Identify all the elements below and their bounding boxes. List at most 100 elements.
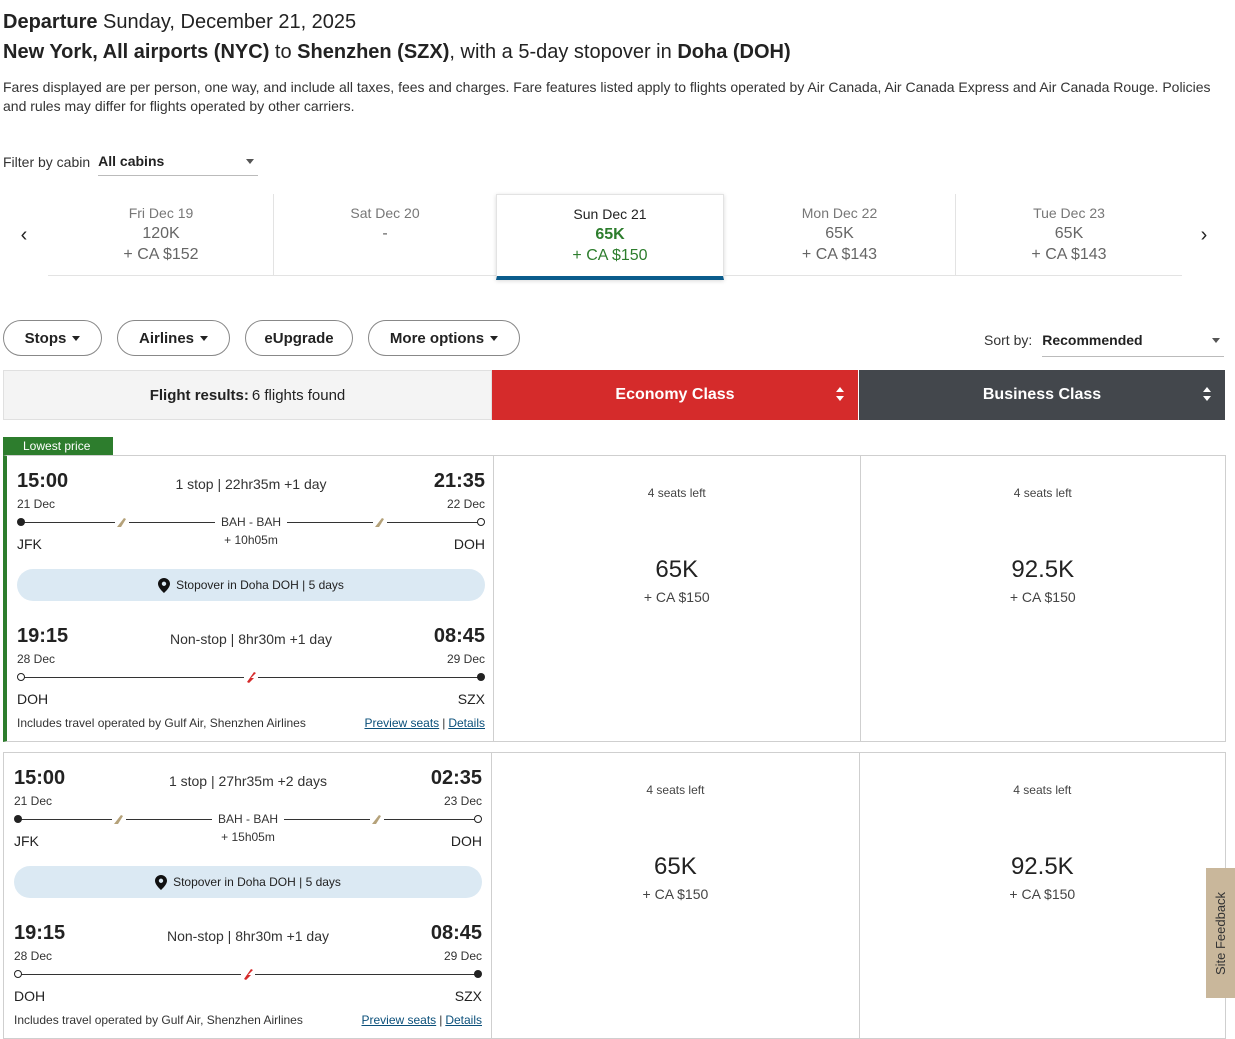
departure-date: 21 Dec — [17, 497, 56, 511]
fare-points: 65K — [654, 853, 697, 880]
sort-icon — [1203, 387, 1211, 403]
stops-filter-button[interactable]: Stops — [3, 320, 102, 356]
departure-airport: JFK — [14, 833, 39, 849]
origin-dot — [14, 970, 22, 978]
departure-label: Departure — [3, 11, 98, 33]
stopover-text: Stopover in Doha DOH | 5 days — [173, 875, 341, 889]
economy-fare-cell[interactable]: 4 seats left 65K + CA $150 — [492, 753, 858, 1038]
next-dates-button[interactable]: › — [1200, 224, 1208, 246]
date-cell[interactable]: Fri Dec 19 120K + CA $152 — [48, 194, 274, 276]
stopover-banner: Stopover in Doha DOH | 5 days — [14, 866, 482, 898]
departure-airport: JFK — [17, 536, 42, 552]
fare-cash: + CA $150 — [1009, 886, 1076, 902]
chevron-down-icon — [72, 335, 81, 341]
business-class-label: Business Class — [982, 386, 1102, 403]
date-name: Tue Dec 23 — [1033, 205, 1105, 221]
more-options-label: More options — [389, 329, 485, 347]
business-fare-cell[interactable]: 4 seats left 92.5K + CA $150 — [859, 456, 1226, 741]
seats-left: 4 seats left — [1013, 783, 1072, 797]
economy-class-header[interactable]: Economy Class — [492, 370, 858, 420]
more-options-button[interactable]: More options — [368, 320, 520, 356]
stops-label: Stops — [24, 329, 67, 347]
arrival-date: 29 Dec — [446, 652, 485, 666]
results-count-value: 6 flights found — [251, 386, 346, 404]
date-divider — [273, 194, 274, 276]
outbound-segment: 15:00 21 Dec 1 stop | 22hr35m +1 day 21:… — [17, 470, 485, 552]
details-link[interactable]: Details — [445, 1013, 482, 1027]
date-cell[interactable]: Tue Dec 23 65K + CA $143 — [956, 194, 1182, 276]
airlines-filter-button[interactable]: Airlines — [117, 320, 230, 356]
eupgrade-label: eUpgrade — [264, 329, 334, 347]
date-cell[interactable]: Mon Dec 22 65K + CA $143 — [724, 194, 955, 276]
flight-card: 15:00 21 Dec 1 stop | 27hr35m +2 days 02… — [3, 752, 1226, 1039]
stopover-city: Doha (DOH) — [677, 41, 791, 63]
sort-select[interactable]: Recommended — [1042, 330, 1225, 357]
airlines-label: Airlines — [138, 329, 195, 347]
sort-value: Recommended — [1042, 332, 1143, 348]
flight-summary: Non-stop | 8hr30m +1 day — [166, 928, 329, 944]
link-separator: | — [442, 716, 446, 730]
departure-time: 19:15 — [17, 625, 69, 647]
flight-summary: 1 stop | 22hr35m +1 day — [175, 476, 327, 492]
departure-date: 21 Dec — [14, 794, 53, 808]
details-link[interactable]: Details — [448, 716, 485, 730]
gulf-air-logo-icon — [370, 812, 384, 826]
arrival-time: 08:45 — [430, 922, 482, 944]
gulf-air-logo-icon — [373, 515, 387, 529]
prev-dates-button[interactable]: ‹ — [20, 224, 28, 246]
card-footer: Includes travel operated by Gulf Air, Sh… — [17, 716, 485, 730]
seats-left: 4 seats left — [646, 783, 705, 797]
departure-airport: DOH — [14, 988, 46, 1004]
origin-dot — [17, 673, 25, 681]
chevron-down-icon — [246, 158, 255, 164]
shenzhen-airlines-logo-icon — [241, 967, 255, 981]
origin: New York, All airports (NYC) — [3, 41, 270, 63]
business-class-header[interactable]: Business Class — [859, 370, 1225, 420]
date-cash: + CA $143 — [1031, 246, 1107, 263]
operated-by-text: Includes travel operated by Gulf Air, Sh… — [17, 716, 306, 730]
cabin-filter-select[interactable]: All cabins — [98, 153, 259, 176]
layover-airports: BAH - BAH — [17, 515, 485, 529]
arrival-time: 21:35 — [433, 470, 485, 492]
departure-time: 15:00 — [14, 767, 66, 789]
flight-summary: Non-stop | 8hr30m +1 day — [169, 631, 332, 647]
arrival-airport: SZX — [454, 988, 482, 1004]
origin-dot — [17, 518, 25, 526]
destination-dot — [474, 815, 482, 823]
site-feedback-tab[interactable]: Site Feedback — [1206, 868, 1235, 998]
arrival-airport: DOH — [453, 536, 485, 552]
results-count: Flight results: 6 flights found — [3, 370, 492, 420]
stopover-text: , with a 5-day stopover in — [449, 41, 672, 63]
destination-dot — [477, 518, 485, 526]
arrival-time: 08:45 — [433, 625, 485, 647]
cabin-filter-value: All cabins — [98, 153, 165, 169]
business-fare-cell[interactable]: 4 seats left 92.5K + CA $150 — [858, 753, 1225, 1038]
economy-fare-cell[interactable]: 4 seats left 65K + CA $150 — [494, 456, 860, 741]
route-line: New York, All airports (NYC) to Shenzhen… — [3, 38, 1228, 66]
eupgrade-filter-button[interactable]: eUpgrade — [245, 320, 353, 356]
date-name: Sat Dec 20 — [350, 205, 420, 221]
fare-cash: + CA $150 — [642, 886, 709, 902]
link-separator: | — [439, 1013, 443, 1027]
date-points: 65K — [595, 226, 625, 243]
layover-airports: BAH - BAH — [14, 812, 482, 826]
arrival-time: 02:35 — [430, 767, 482, 789]
chevron-down-icon — [490, 335, 499, 341]
card-links: Preview seats | Details — [361, 1013, 482, 1027]
arrival-date: 29 Dec — [443, 949, 482, 963]
preview-seats-link[interactable]: Preview seats — [361, 1013, 437, 1027]
lowest-price-badge: Lowest price — [3, 437, 113, 456]
gulf-air-logo-icon — [115, 515, 129, 529]
results-header: Flight results: 6 flights found Economy … — [3, 370, 1225, 420]
preview-seats-link[interactable]: Preview seats — [364, 716, 440, 730]
page-header: Departure Sunday, December 21, 2025 New … — [3, 8, 1228, 116]
date-cell[interactable]: Sat Dec 20 - — [274, 194, 496, 276]
fare-points: 92.5K — [1010, 853, 1074, 880]
economy-class-label: Economy Class — [615, 386, 735, 403]
date-points: - — [382, 225, 388, 242]
arrival-date: 23 Dec — [443, 794, 482, 808]
date-cash: + CA $152 — [123, 246, 199, 263]
operated-by-text: Includes travel operated by Gulf Air, Sh… — [14, 1013, 303, 1027]
date-cell-selected[interactable]: Sun Dec 21 65K + CA $150 — [496, 194, 724, 280]
date-points: 65K — [825, 225, 854, 242]
